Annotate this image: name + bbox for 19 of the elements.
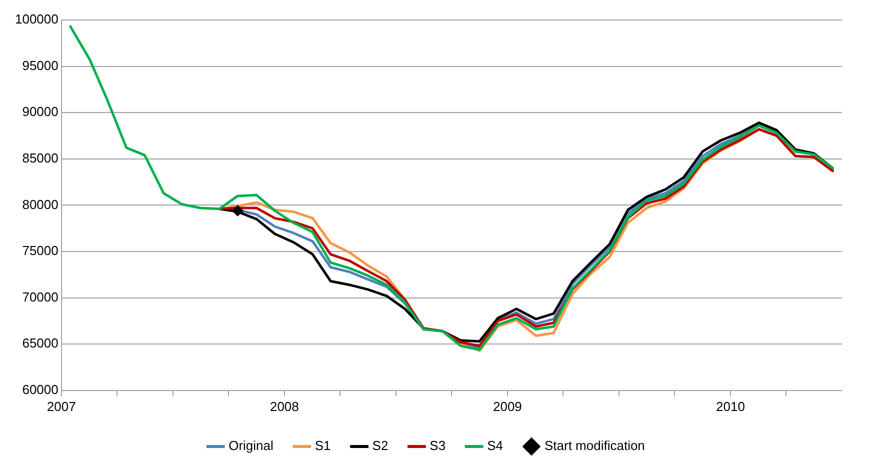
- x-tick-label: 2008: [270, 398, 299, 414]
- y-tick-label: 60000: [22, 382, 58, 397]
- x-tick-label: 2007: [46, 398, 76, 414]
- y-tick-label: 70000: [22, 289, 58, 304]
- legend-label: Original: [228, 438, 274, 454]
- y-tick-label: 90000: [22, 104, 58, 120]
- legend-label: S2: [372, 438, 388, 454]
- y-tick-label: 95000: [22, 58, 58, 73]
- y-tick-label: 75000: [22, 243, 58, 258]
- legend-label: Start modification: [544, 438, 645, 454]
- x-tick-label: 2009: [492, 398, 522, 414]
- x-tick-label: 2010: [716, 398, 745, 414]
- y-tick-label: 65000: [22, 336, 58, 351]
- legend-label: S3: [430, 438, 446, 454]
- y-tick-label: 85000: [22, 150, 58, 166]
- legend-label: S1: [314, 438, 331, 454]
- y-tick-label: 100000: [14, 12, 58, 27]
- y-tick-label: 80000: [22, 196, 58, 212]
- legend-label: S4: [487, 438, 503, 454]
